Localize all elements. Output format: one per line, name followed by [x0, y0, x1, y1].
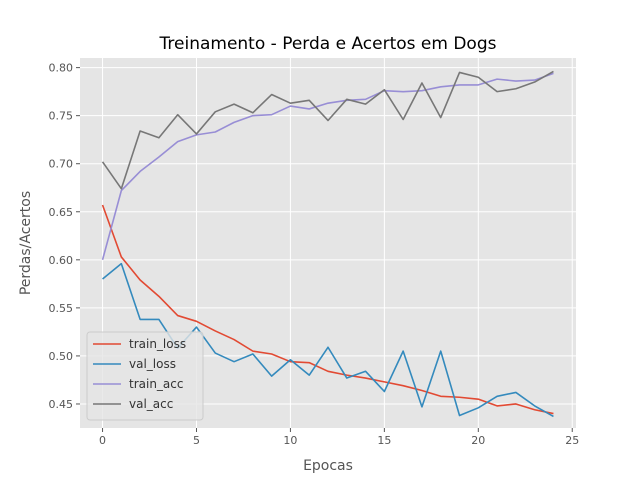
x-tick-label: 15 [377, 434, 391, 447]
x-tick-label: 5 [193, 434, 200, 447]
y-tick-label: 0.70 [49, 158, 74, 171]
legend-box [86, 331, 204, 421]
legend-label: val_loss [129, 357, 176, 371]
chart-title: Treinamento - Perda e Acertos em Dogs [159, 34, 497, 54]
y-tick-label: 0.50 [49, 350, 74, 363]
legend-label: train_loss [129, 337, 186, 351]
y-axis-ticks: 0.45 0.50 0.55 0.60 0.65 0.70 0.75 0.80 [49, 62, 80, 411]
legend-label: train_acc [129, 377, 183, 391]
y-tick-label: 0.80 [49, 62, 74, 75]
legend: train_loss val_loss train_acc val_acc [86, 331, 204, 421]
series-lines [101, 70, 554, 418]
y-tick-label: 0.65 [49, 206, 74, 219]
y-tick-label: 0.55 [49, 302, 74, 315]
x-axis-label: Epocas [303, 458, 353, 474]
y-tick-label: 0.75 [49, 110, 74, 123]
y-tick-label: 0.60 [49, 254, 74, 267]
series-line-train-acc [101, 72, 554, 261]
series-line-train-loss [101, 204, 554, 415]
x-tick-label: 10 [283, 434, 297, 447]
y-tick-label: 0.45 [49, 398, 74, 411]
x-tick-label: 25 [565, 434, 579, 447]
x-tick-label: 0 [99, 434, 106, 447]
x-tick-label: 20 [471, 434, 485, 447]
legend-label: val_acc [129, 397, 173, 411]
y-axis-label: Perdas/Acertos [18, 191, 34, 295]
series-line-val-acc [101, 70, 554, 190]
x-axis-ticks: 0 5 10 15 20 25 [99, 428, 579, 447]
